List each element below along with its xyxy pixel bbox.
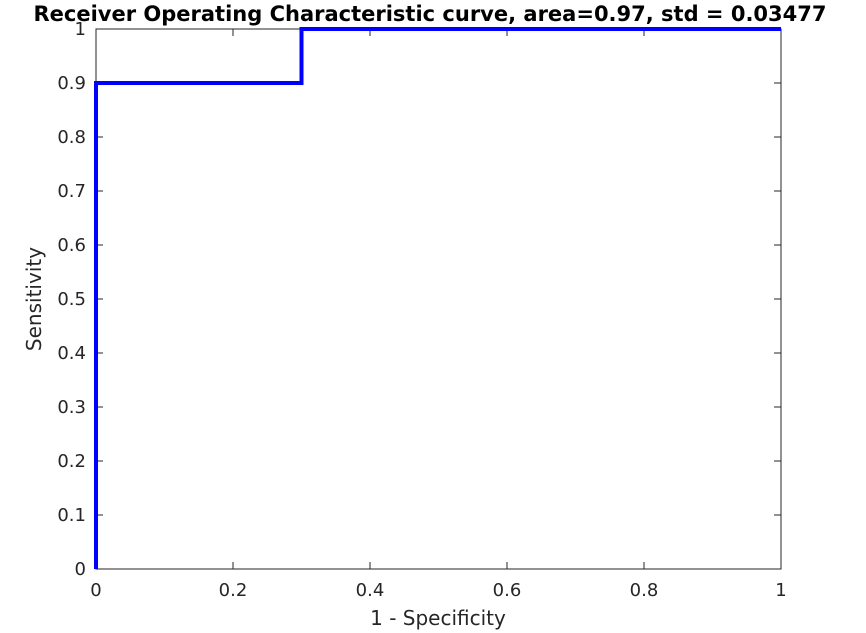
x-tick-label: 0.2 (219, 580, 248, 601)
y-tick-label: 0.1 (57, 505, 86, 526)
y-tick-label: 0.3 (57, 397, 86, 418)
x-tick-label: 0.8 (630, 580, 659, 601)
x-tick-label: 0.6 (493, 580, 522, 601)
x-tick-labels: 0 0.2 0.4 0.6 0.8 1 (90, 580, 786, 601)
y-tick-label: 0.9 (57, 73, 86, 94)
y-axis-label: Sensitivity (22, 247, 46, 351)
axes-box (95, 28, 782, 570)
x-tick-label: 1 (775, 580, 786, 601)
y-tick-labels: 0 0.1 0.2 0.3 0.4 0.5 0.6 0.7 0.8 0.9 1 (57, 19, 86, 580)
series-layer (94, 27, 781, 569)
y-tick-label: 1 (75, 19, 86, 40)
y-tick-label: 0.6 (57, 235, 86, 256)
y-tick-label: 0.5 (57, 289, 86, 310)
y-tick-label: 0.8 (57, 127, 86, 148)
x-axis-label: 1 - Specificity (370, 606, 506, 630)
chart-title: Receiver Operating Characteristic curve,… (34, 2, 827, 26)
y-tick-label: 0.7 (57, 181, 86, 202)
y-tick-label: 0 (75, 559, 86, 580)
x-tick-label: 0.4 (356, 580, 385, 601)
y-tick-label: 0.4 (57, 343, 86, 364)
x-tick-label: 0 (90, 580, 101, 601)
plot-area (95, 28, 782, 570)
y-tick-label: 0.2 (57, 451, 86, 472)
roc-curve-line (94, 27, 781, 569)
